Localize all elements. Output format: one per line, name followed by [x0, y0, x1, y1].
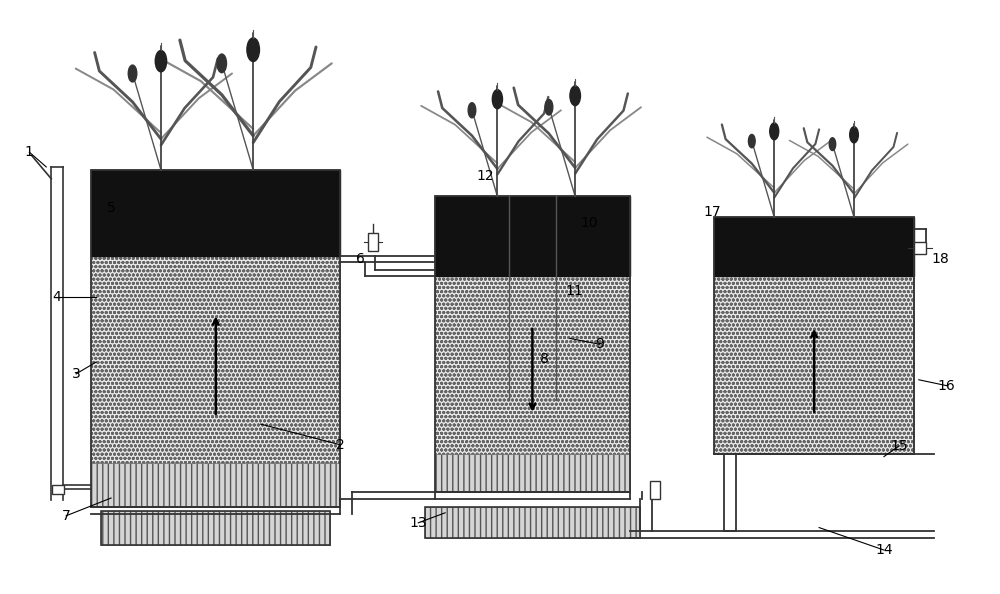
Ellipse shape	[829, 138, 836, 150]
Bar	[914, 242, 926, 254]
Bar	[425, 507, 640, 538]
Text: 11: 11	[566, 284, 584, 298]
Bar	[435, 454, 630, 492]
Text: 15: 15	[890, 439, 908, 453]
Text: 14: 14	[875, 543, 893, 557]
Text: 9: 9	[595, 337, 604, 351]
Bar	[91, 255, 340, 463]
Bar	[52, 485, 64, 494]
Bar	[101, 511, 330, 545]
Text: 6: 6	[356, 252, 365, 266]
Text: 18: 18	[932, 252, 950, 266]
Text: 1: 1	[25, 145, 34, 159]
Bar	[435, 276, 630, 454]
Ellipse shape	[155, 50, 167, 72]
Bar	[435, 197, 630, 492]
Bar	[101, 511, 330, 545]
Text: 3: 3	[72, 367, 81, 381]
Text: 8: 8	[540, 352, 549, 366]
Bar	[714, 217, 914, 276]
Ellipse shape	[247, 38, 259, 62]
Bar	[435, 197, 630, 276]
Text: 13: 13	[409, 516, 427, 530]
Text: 12: 12	[476, 169, 494, 183]
Text: 10: 10	[581, 216, 599, 230]
Text: 5: 5	[107, 201, 115, 215]
Bar	[91, 463, 340, 507]
Bar	[425, 507, 640, 538]
Ellipse shape	[545, 99, 553, 115]
Text: 4: 4	[52, 290, 61, 304]
Ellipse shape	[770, 123, 779, 140]
Ellipse shape	[468, 103, 476, 118]
Bar	[714, 276, 914, 454]
Bar	[91, 170, 340, 507]
Text: 16: 16	[938, 379, 956, 393]
Text: 2: 2	[336, 438, 345, 452]
Bar	[650, 482, 660, 499]
Bar	[368, 233, 378, 251]
Bar	[714, 217, 914, 454]
Ellipse shape	[128, 65, 137, 82]
Text: 7: 7	[62, 508, 71, 523]
Ellipse shape	[492, 90, 502, 109]
Ellipse shape	[570, 86, 580, 106]
Ellipse shape	[850, 127, 858, 143]
Ellipse shape	[217, 54, 226, 72]
Bar	[91, 170, 340, 255]
Ellipse shape	[748, 134, 755, 148]
Text: 17: 17	[704, 206, 721, 219]
